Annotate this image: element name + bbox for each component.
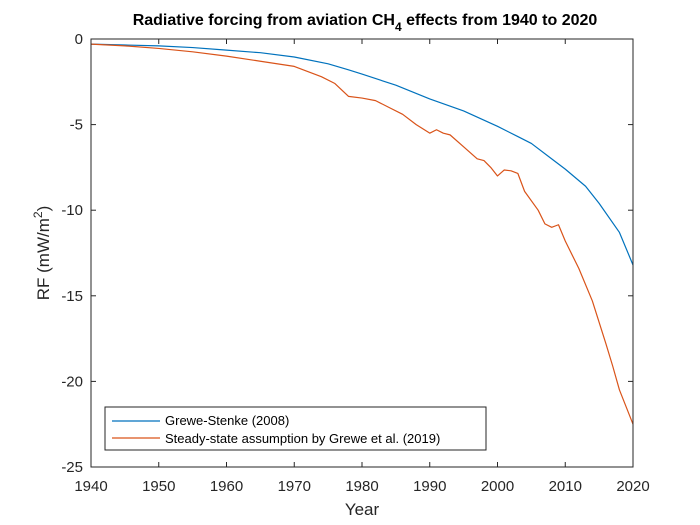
x-tick-label: 1970 [278,478,311,495]
series-layer [90,43,634,425]
x-axis: 1940 1950 1960 1970 1980 1990 2000 2010 2020 [74,39,650,495]
y-axis: 0 -5 -10 -15 -20 -25 [61,31,633,476]
chart-title: Radiative forcing from aviation CH4 effe… [133,12,598,34]
legend: Grewe-Stenke (2008) Steady-state assumpt… [104,406,487,451]
x-tick-label: 1950 [142,478,175,495]
y-tick-label: -20 [61,373,83,390]
x-tick-label: 1980 [345,478,378,495]
y-tick-label: 0 [75,31,83,48]
series-line-grewe-stenke [90,43,634,266]
legend-label-steady-state: Steady-state assumption by Grewe et al. … [165,431,440,446]
x-tick-label: 2010 [549,478,582,495]
plot-area [91,39,633,467]
x-tick-label: 1960 [210,478,243,495]
y-tick-label: -25 [61,459,83,476]
x-tick-label: 2020 [616,478,649,495]
y-tick-label: -5 [70,117,83,134]
y-tick-label: -15 [61,288,83,305]
legend-label-grewe-stenke: Grewe-Stenke (2008) [165,413,289,428]
y-tick-label: -10 [61,202,83,219]
series-line-steady-state [90,43,634,425]
x-axis-label: Year [345,500,380,519]
legend-box [104,406,487,451]
x-tick-label: 2000 [481,478,514,495]
y-axis-label: RF (mW/m2) [31,206,53,301]
x-tick-label: 1940 [74,478,107,495]
x-tick-label: 1990 [413,478,446,495]
